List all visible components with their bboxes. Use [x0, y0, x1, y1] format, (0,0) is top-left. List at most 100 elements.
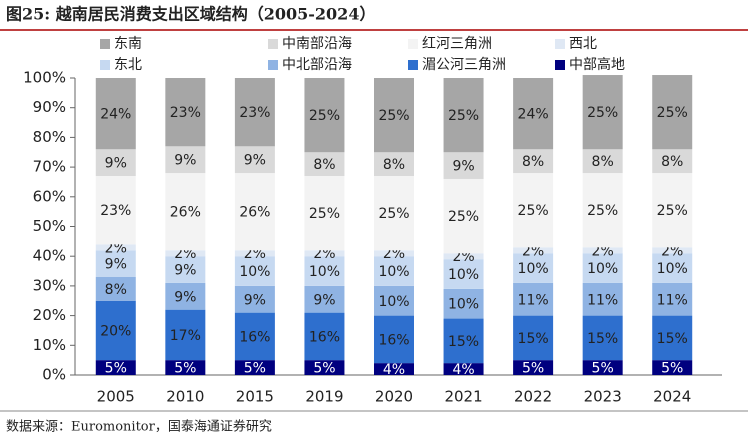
data-label: 10% [518, 261, 549, 277]
legend-label: 红河三角洲 [422, 36, 492, 52]
data-label: 24% [100, 107, 131, 123]
bar-segment [443, 288, 484, 319]
data-label: 25% [378, 206, 409, 222]
data-label: 25% [309, 108, 340, 124]
bar-segment [652, 173, 693, 248]
bar-segment [513, 253, 554, 283]
bar-segment [513, 247, 554, 254]
data-label: 17% [170, 328, 201, 344]
data-label: 8% [522, 154, 544, 170]
bar-segment [234, 146, 275, 174]
data-label: 5% [244, 361, 266, 377]
legend-label: 中南部沿海 [282, 36, 352, 52]
legend-swatch [555, 60, 565, 70]
bar-segment [582, 75, 623, 150]
data-label: 5% [592, 361, 614, 377]
data-label: 25% [657, 203, 688, 219]
data-label: 10% [309, 264, 340, 280]
data-label: 9% [313, 292, 335, 308]
data-label: 11% [518, 292, 549, 308]
bar-segment [95, 176, 136, 245]
data-label: 10% [448, 297, 479, 313]
y-tick-label: 10% [33, 336, 66, 354]
x-tick-label: 2022 [514, 388, 552, 406]
bar-segment [582, 173, 623, 248]
data-label: 23% [100, 203, 131, 219]
bar-segment [443, 363, 484, 375]
y-tick-label: 0% [42, 366, 66, 384]
data-label: 25% [448, 108, 479, 124]
legend-label: 湄公河三角洲 [422, 57, 506, 73]
data-label: 16% [309, 329, 340, 345]
bar-segment [234, 312, 275, 361]
x-tick-label: 2010 [166, 388, 204, 406]
data-label: 5% [313, 361, 335, 377]
data-label: 5% [522, 361, 544, 377]
legend-label: 东南 [114, 36, 142, 52]
bar-segment [652, 149, 693, 174]
legend-swatch [100, 39, 110, 49]
bar-segment [165, 309, 206, 361]
data-label: 9% [174, 289, 196, 305]
data-label: 5% [174, 361, 196, 377]
bar-segment [304, 176, 345, 251]
bar-segment [374, 256, 414, 286]
data-label: 8% [383, 157, 405, 173]
bar-segment [652, 75, 693, 150]
bar-segment [582, 247, 623, 254]
data-label: 8% [105, 282, 127, 298]
bar-segment [374, 176, 414, 251]
bar-segment [234, 360, 275, 375]
data-label: 20% [100, 323, 131, 339]
data-label: 11% [587, 292, 618, 308]
legend-swatch [268, 60, 278, 70]
bar-segment [443, 78, 484, 153]
bar-segment [374, 152, 414, 177]
data-label: 5% [105, 361, 127, 377]
bar-segment [234, 256, 275, 286]
bar-segment [513, 282, 554, 316]
bar-segment [165, 173, 206, 251]
bar-segment [304, 360, 345, 375]
data-label: 16% [239, 329, 270, 345]
y-tick-label: 20% [33, 306, 66, 324]
bar-segment [304, 285, 345, 313]
bar-segment [304, 250, 345, 257]
data-label: 9% [174, 263, 196, 279]
bar-segment [443, 178, 484, 254]
bar-segment [165, 360, 206, 375]
data-label: 9% [452, 159, 474, 175]
y-tick-label: 90% [33, 98, 66, 116]
data-label: 10% [378, 264, 409, 280]
bar-segment [582, 315, 623, 361]
data-label: 4% [383, 362, 405, 378]
y-tick-label: 30% [33, 276, 66, 294]
x-tick-label: 2020 [375, 388, 413, 406]
bar-segment [582, 282, 623, 316]
bar-segment [165, 146, 206, 174]
bar-segment [513, 149, 554, 174]
bar-segment [234, 173, 275, 251]
legend-label: 中北部沿海 [282, 57, 352, 73]
bar-segment [374, 315, 414, 364]
bar-segment [165, 250, 206, 257]
data-label: 8% [313, 157, 335, 173]
bar-segment [443, 318, 484, 364]
data-label: 8% [661, 154, 683, 170]
bar-segment [304, 256, 345, 286]
legend-swatch [100, 60, 110, 70]
bar-segment [304, 152, 345, 177]
data-label: 10% [378, 294, 409, 310]
bar-segment [582, 360, 623, 375]
bar-segment [652, 315, 693, 361]
data-label: 26% [239, 205, 270, 221]
data-label: 10% [448, 267, 479, 283]
bar-segment [582, 253, 623, 283]
bar-segment [234, 78, 275, 147]
legend-swatch [408, 39, 418, 49]
bar-segment [652, 282, 693, 316]
bar-segment [95, 360, 136, 375]
bar-segment [95, 300, 136, 361]
source: 数据来源：Euromonitor，国泰海通证券研究 [6, 419, 272, 435]
